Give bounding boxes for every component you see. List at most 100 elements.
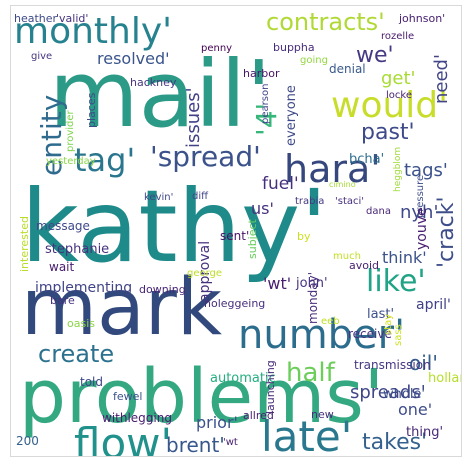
cloud-word: stephanie bbox=[45, 242, 109, 257]
cloud-word: late' bbox=[261, 412, 352, 457]
cloud-word: kathy' bbox=[21, 168, 328, 285]
cloud-word: number' bbox=[238, 312, 405, 358]
cloud-word: allred bbox=[243, 409, 274, 422]
cloud-word: stay bbox=[383, 314, 394, 335]
cloud-word: one' bbox=[398, 400, 432, 419]
cloud-word: noleggeing bbox=[204, 297, 265, 310]
cloud-word: tags' bbox=[404, 160, 448, 181]
cloud-word: flow' bbox=[74, 419, 172, 457]
cloud-word: sent' bbox=[220, 229, 249, 243]
cloud-word: brent' bbox=[166, 433, 225, 457]
cloud-word: george bbox=[187, 268, 222, 279]
cloud-word: new bbox=[311, 408, 334, 421]
cloud-word: think' bbox=[382, 248, 427, 267]
cloud-word: mark bbox=[21, 263, 222, 353]
cloud-word: contracts' bbox=[266, 8, 385, 36]
cloud-word: pressure bbox=[415, 175, 426, 218]
cloud-word: bcha' bbox=[349, 152, 384, 167]
cloud-word: spreads' bbox=[350, 382, 426, 403]
cloud-word: much bbox=[333, 251, 361, 262]
cloud-word: interested bbox=[18, 216, 31, 272]
cloud-word: wait bbox=[49, 260, 75, 274]
cloud-word: like' bbox=[366, 264, 426, 299]
cloud-word: harbor bbox=[243, 67, 280, 80]
cloud-word: kevin' bbox=[144, 192, 173, 203]
cloud-word: rozelle bbox=[381, 31, 414, 42]
cloud-word: implementing bbox=[35, 280, 132, 296]
cloud-word: eeb bbox=[321, 316, 340, 327]
cloud-word: thing' bbox=[406, 425, 443, 440]
cloud-word: 'wt' bbox=[263, 274, 291, 293]
cloud-word: problems' bbox=[19, 354, 384, 440]
cloud-word: going bbox=[300, 55, 328, 66]
cloud-word: yesterday bbox=[46, 156, 96, 167]
cloud-word: april' bbox=[416, 297, 451, 313]
cloud-word: john' bbox=[295, 276, 328, 291]
cloud-word: us' bbox=[251, 199, 274, 218]
cloud-word: bare bbox=[50, 294, 75, 307]
cloud-word: last' bbox=[367, 307, 394, 322]
cloud-word: get' bbox=[381, 68, 416, 89]
cloud-word: sass bbox=[393, 324, 404, 346]
cloud-word: 200 bbox=[16, 434, 39, 448]
cloud-word: 'spread' bbox=[150, 140, 261, 173]
cloud-word: past' bbox=[361, 120, 415, 145]
cloud-word: fuel' bbox=[262, 174, 299, 194]
cloud-word: automatic bbox=[210, 371, 276, 386]
word-cloud: mail' kathy' problems'mark monthly' contract… bbox=[14, 8, 462, 457]
cloud-word: 'wt bbox=[223, 437, 238, 448]
word-cloud-frame: mail' kathy' problems' mark monthly' contract… bbox=[10, 5, 462, 457]
cloud-word: give bbox=[31, 51, 52, 62]
cloud-word: johnson' bbox=[398, 12, 445, 25]
cloud-word: message bbox=[36, 219, 90, 233]
cloud-word: mail' bbox=[49, 41, 271, 148]
cloud-word: hara' bbox=[284, 147, 381, 191]
cloud-word: receive bbox=[348, 327, 392, 341]
cloud-word: trabia bbox=[295, 196, 324, 207]
cloud-word: oasis bbox=[67, 317, 95, 330]
cloud-word: avoid bbox=[349, 259, 379, 272]
cloud-word: places bbox=[85, 92, 98, 128]
cloud-word: dana bbox=[366, 206, 391, 217]
cloud-word: we' bbox=[356, 43, 394, 68]
cloud-word: told bbox=[80, 375, 103, 389]
cloud-word: heather bbox=[14, 12, 58, 25]
cloud-word: issues' bbox=[183, 87, 204, 148]
cloud-word: oil' bbox=[409, 351, 438, 375]
cloud-word: locke bbox=[386, 90, 412, 101]
cloud-word: tag' bbox=[74, 141, 135, 179]
cloud-word: 'crack' bbox=[434, 196, 459, 268]
cloud-word: monthly' bbox=[14, 11, 172, 52]
cloud-word: pearson bbox=[260, 84, 271, 124]
cloud-word: withlegging bbox=[102, 411, 172, 425]
cloud-word: fewel bbox=[113, 390, 142, 403]
cloud-word: 'valid' bbox=[56, 12, 88, 25]
cloud-word: entity bbox=[35, 95, 68, 176]
cloud-word: denial bbox=[329, 62, 366, 76]
cloud-word: whole' bbox=[383, 387, 425, 402]
cloud-word: launching bbox=[264, 360, 277, 414]
cloud-word: half bbox=[286, 358, 336, 388]
cloud-word: holland bbox=[428, 371, 462, 386]
cloud-word: downing bbox=[139, 283, 186, 296]
cloud-word: approval bbox=[197, 241, 213, 302]
cloud-word: subject bbox=[246, 218, 259, 259]
cloud-word: cimino bbox=[329, 180, 356, 189]
cloud-word: buppha bbox=[273, 41, 315, 54]
cloud-word: diff bbox=[192, 191, 209, 202]
cloud-word: everyone bbox=[284, 85, 299, 146]
cloud-word: 'staci' bbox=[335, 196, 364, 207]
cloud-word: nyh' bbox=[400, 202, 438, 223]
cloud-word: resolved' bbox=[97, 49, 170, 68]
cloud-word: '4' bbox=[250, 103, 283, 136]
cloud-word: monday' bbox=[306, 272, 320, 324]
cloud-word: heggblom bbox=[393, 147, 403, 192]
cloud-word: hackney bbox=[130, 76, 177, 89]
cloud-word: need' bbox=[431, 54, 452, 104]
cloud-word: transmission bbox=[354, 358, 431, 372]
cloud-word: provider bbox=[65, 109, 76, 152]
cloud-word: prior' bbox=[196, 413, 238, 432]
cloud-word: takes' bbox=[362, 430, 427, 455]
cloud-word: would' bbox=[331, 85, 448, 126]
cloud-word: penny bbox=[201, 43, 232, 54]
